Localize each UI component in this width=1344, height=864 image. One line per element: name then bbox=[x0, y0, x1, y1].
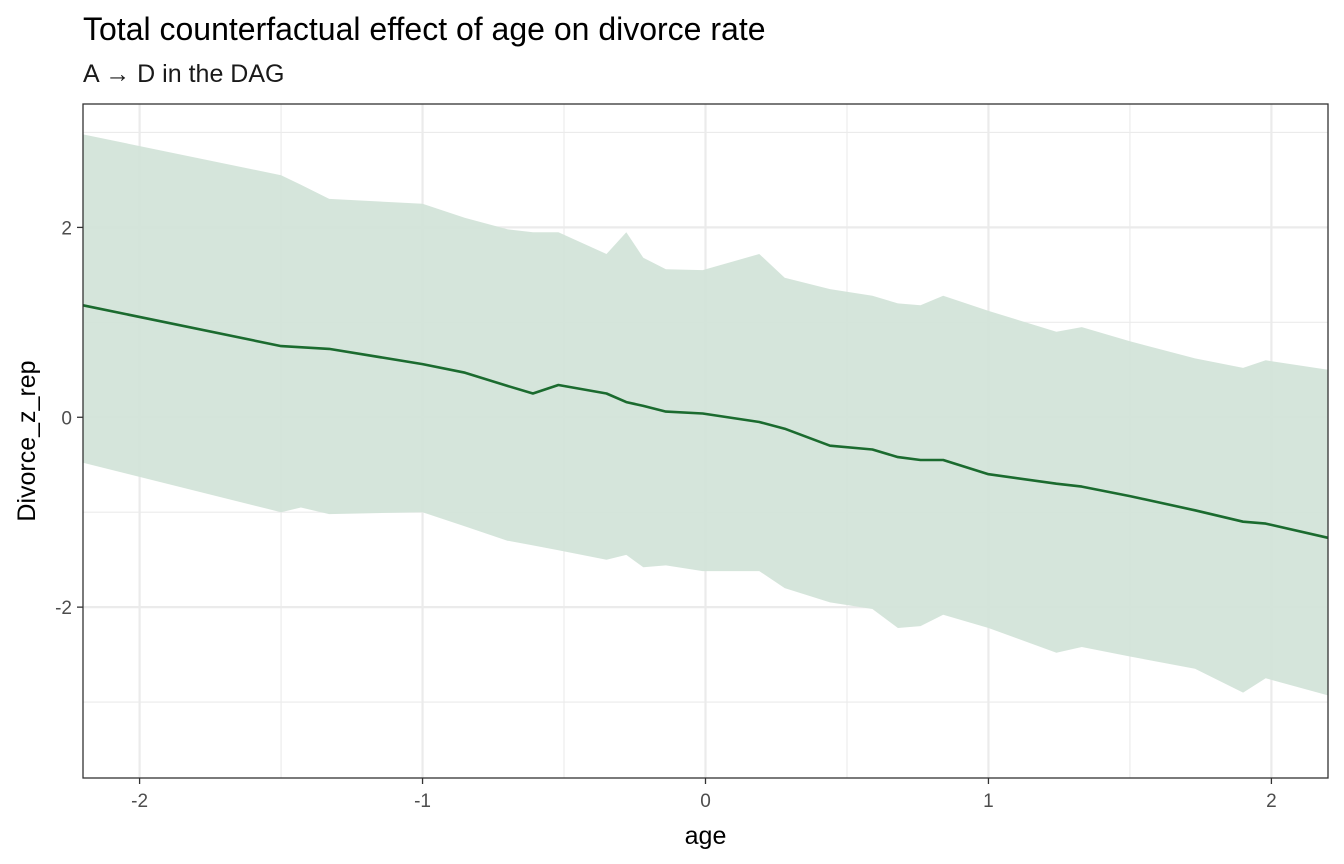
x-tick-label: -1 bbox=[414, 791, 431, 812]
x-tick-label: -2 bbox=[131, 791, 148, 812]
mean-effect-line bbox=[82, 304, 1329, 540]
y-axis-ticks: -2 0 2 bbox=[55, 218, 83, 619]
y-axis-title: Divorce_z_rep bbox=[13, 360, 41, 521]
x-tick-label: 0 bbox=[700, 791, 711, 812]
x-tick-label: 1 bbox=[983, 791, 994, 812]
y-tick-label: -2 bbox=[55, 598, 72, 619]
chart-subtitle: A → D in the DAG bbox=[83, 60, 284, 88]
chart-title: Total counterfactual effect of age on di… bbox=[83, 11, 766, 47]
y-tick-label: 0 bbox=[61, 408, 72, 429]
x-axis-ticks: -2 -1 0 1 2 bbox=[131, 778, 1277, 812]
line-layer bbox=[82, 304, 1329, 540]
x-tick-label: 2 bbox=[1266, 791, 1277, 812]
y-tick-label: 2 bbox=[61, 218, 72, 239]
x-axis-title: age bbox=[685, 822, 727, 850]
